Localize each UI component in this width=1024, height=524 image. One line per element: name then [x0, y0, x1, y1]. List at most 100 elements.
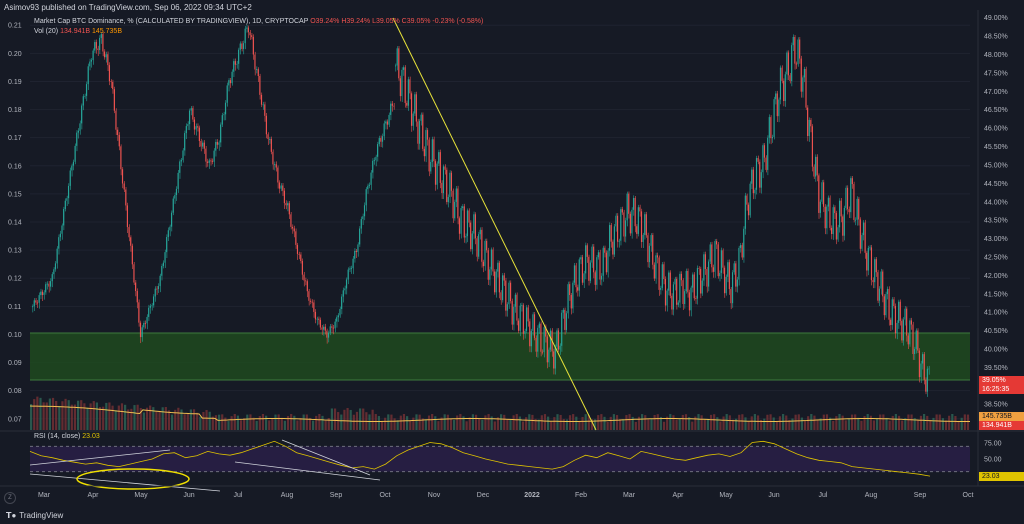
volume-bar	[553, 417, 556, 430]
volume-bar	[142, 412, 145, 430]
volume-bar	[832, 420, 835, 430]
candle-body	[530, 330, 532, 347]
candle-body	[561, 312, 563, 346]
candle-body	[87, 66, 89, 85]
volume-bar	[659, 417, 662, 430]
candle-body	[693, 274, 695, 299]
candle-body	[300, 254, 302, 262]
volume-bar	[152, 407, 155, 430]
candle-body	[543, 327, 545, 353]
volume-bar	[205, 410, 208, 430]
volume-bar	[838, 414, 841, 430]
candle-body	[893, 299, 895, 306]
volume-bar	[327, 417, 330, 430]
zoom-reset-button[interactable]: Z	[4, 492, 16, 504]
candle-body	[313, 302, 315, 312]
volume-bar	[515, 414, 518, 430]
candle-body	[787, 52, 789, 76]
candle-body	[303, 274, 305, 281]
x-axis-tick-label: Nov	[428, 492, 441, 499]
volume-bar	[728, 415, 731, 430]
volume-bar	[512, 415, 515, 430]
series-ohlc: O39.24% H39.24% L39.05% C39.05% -0.23% (…	[310, 18, 484, 25]
candle-body	[316, 318, 318, 320]
x-axis-tick-label: Feb	[575, 492, 587, 499]
volume-bar	[631, 416, 634, 430]
x-axis-tick-label: Aug	[865, 492, 878, 499]
candle-body	[899, 301, 901, 321]
candle-body	[875, 259, 877, 273]
candle-body	[640, 211, 643, 242]
candle-body	[156, 288, 158, 290]
x-axis-tick-label: Mar	[38, 492, 51, 499]
candle-body	[226, 85, 228, 103]
volume-bar	[612, 414, 615, 430]
volume-bar	[534, 418, 537, 430]
candle-body	[717, 244, 719, 277]
candle-body	[426, 130, 429, 140]
candle-body	[902, 319, 904, 341]
candle-body	[513, 306, 515, 325]
volume-bar	[913, 418, 916, 430]
volume-bar	[437, 421, 440, 430]
candle-body	[362, 216, 364, 220]
candle-body	[714, 241, 716, 272]
candle-body	[412, 113, 414, 126]
candle-body	[799, 39, 801, 59]
volume-bar	[48, 398, 51, 430]
right-axis-tick-label: 41.00%	[984, 310, 1008, 317]
x-axis-tick-label: Jul	[234, 492, 243, 499]
volume-bar	[957, 420, 960, 430]
rsi-axis-tick-label: 75.00	[984, 441, 1002, 448]
volume-bar	[897, 415, 901, 430]
volume-bar	[474, 414, 478, 430]
volume-bar	[255, 420, 258, 430]
candle-body	[471, 233, 473, 250]
candle-body	[192, 108, 194, 120]
candle-body	[891, 299, 893, 326]
candle-body	[854, 219, 857, 221]
volume-bar	[214, 415, 218, 430]
candle-body	[259, 76, 261, 95]
volume-bar	[424, 420, 427, 430]
candle-body	[337, 315, 339, 318]
candle-body	[877, 272, 879, 301]
candle-body	[819, 201, 821, 213]
candle-body	[213, 150, 215, 162]
candle-body	[503, 275, 505, 281]
candle-body	[866, 252, 868, 271]
candle-body	[35, 300, 37, 303]
candle-body	[241, 43, 243, 49]
volume-bar	[443, 414, 446, 430]
volume-bar	[305, 414, 308, 430]
candle-body	[301, 261, 303, 275]
candle-body	[401, 69, 403, 97]
volume-bar	[509, 419, 512, 430]
candle-body	[760, 172, 762, 188]
candle-body	[701, 280, 703, 294]
volume-bar	[863, 416, 866, 430]
volume-bar	[785, 415, 788, 430]
candle-body	[130, 237, 132, 246]
candle-body	[69, 170, 71, 186]
candle-body	[422, 114, 424, 149]
volume-bar	[261, 414, 265, 430]
candle-body	[888, 288, 890, 320]
candle-body	[800, 58, 802, 92]
candle-body	[494, 271, 496, 293]
candle-body	[108, 65, 110, 82]
rsi-axis-tick-label: 50.00	[984, 457, 1002, 464]
candle-body	[406, 102, 408, 106]
candle-body	[396, 48, 398, 66]
candle-body	[652, 235, 654, 265]
x-axis-tick-label: Aug	[281, 492, 294, 499]
candle-body	[377, 144, 379, 157]
candle-body	[434, 161, 437, 185]
candle-body	[920, 363, 922, 378]
x-axis-tick-label: 2022	[524, 492, 540, 499]
candle-body	[308, 291, 310, 301]
candle-body	[615, 215, 617, 227]
volume-bar	[73, 404, 77, 430]
candle-body	[118, 134, 120, 147]
